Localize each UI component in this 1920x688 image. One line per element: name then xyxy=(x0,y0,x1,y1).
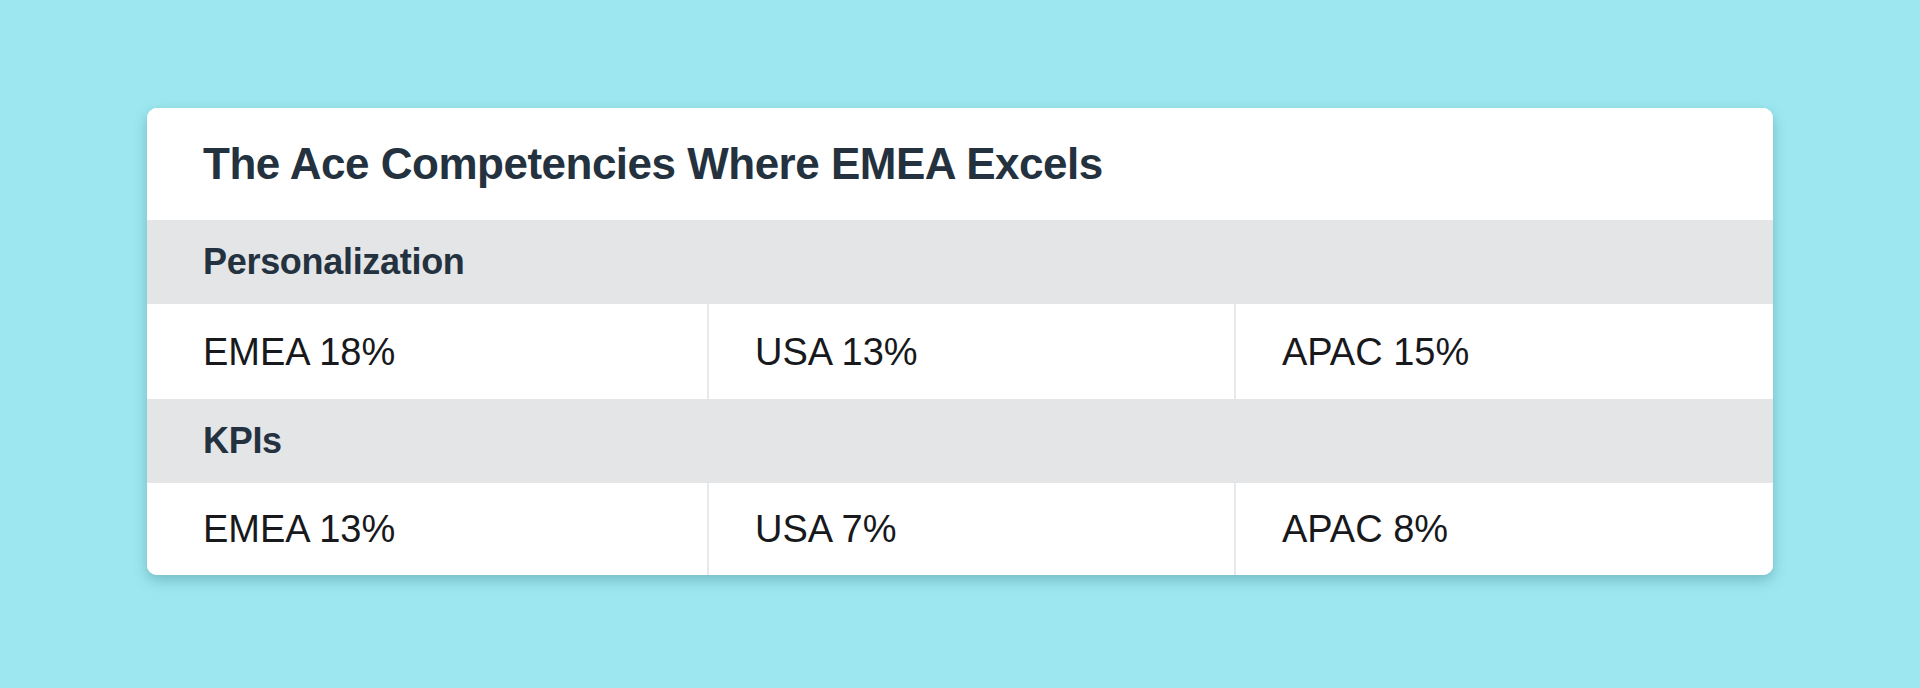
cell-value: APAC 8% xyxy=(1282,510,1448,548)
cell-value: USA 7% xyxy=(755,510,897,548)
cell-kpis-apac: APAC 8% xyxy=(1234,483,1773,575)
card-title: The Ace Competencies Where EMEA Excels xyxy=(203,142,1103,186)
cell-personalization-apac: APAC 15% xyxy=(1234,304,1773,399)
cell-value: APAC 15% xyxy=(1282,333,1469,371)
section-header-label: Personalization xyxy=(203,244,465,280)
competencies-card: The Ace Competencies Where EMEA Excels P… xyxy=(147,108,1773,575)
cell-value: USA 13% xyxy=(755,333,918,371)
cell-value: EMEA 18% xyxy=(203,333,395,371)
cell-kpis-emea: EMEA 13% xyxy=(147,483,707,575)
table-row-kpis: EMEA 13% USA 7% APAC 8% xyxy=(147,483,1773,575)
cell-personalization-emea: EMEA 18% xyxy=(147,304,707,399)
cell-personalization-usa: USA 13% xyxy=(707,304,1234,399)
section-header-kpis: KPIs xyxy=(147,399,1773,483)
section-header-personalization: Personalization xyxy=(147,220,1773,304)
section-header-label: KPIs xyxy=(203,423,282,459)
cell-kpis-usa: USA 7% xyxy=(707,483,1234,575)
cell-value: EMEA 13% xyxy=(203,510,395,548)
card-title-row: The Ace Competencies Where EMEA Excels xyxy=(147,108,1773,220)
page-background: { "page": { "background_color": "#9DE8F0… xyxy=(0,0,1920,688)
table-row-personalization: EMEA 18% USA 13% APAC 15% xyxy=(147,304,1773,399)
